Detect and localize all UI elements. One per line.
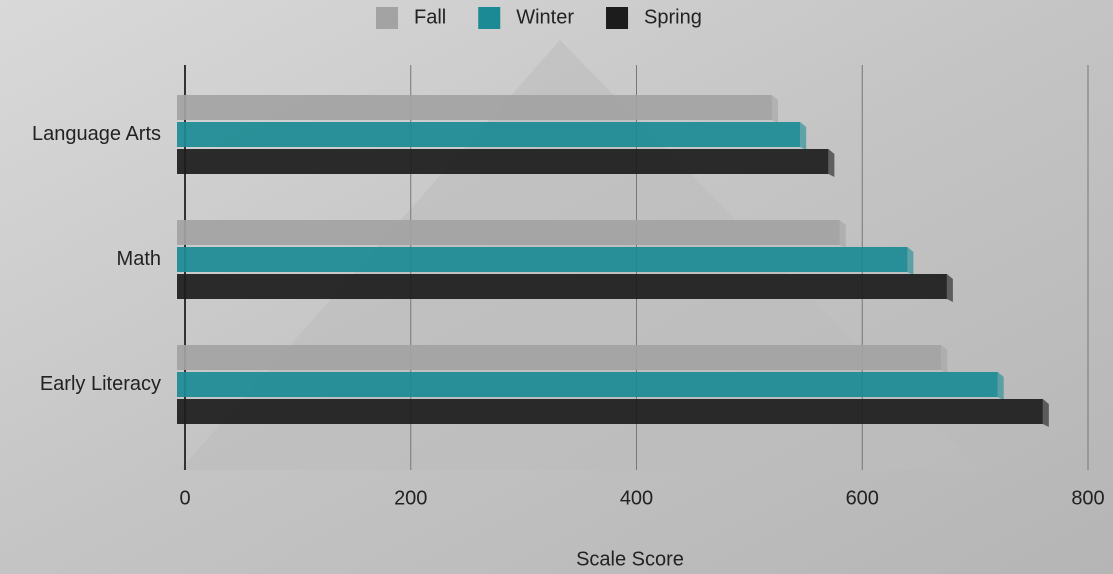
bar <box>177 372 998 397</box>
bar <box>177 95 772 120</box>
bar-side <box>771 95 778 123</box>
y-tick-label: Math <box>117 248 161 270</box>
bar-side <box>997 372 1004 400</box>
legend-label: Winter <box>516 6 574 28</box>
x-tick-label: 200 <box>394 487 427 509</box>
bar <box>177 274 947 299</box>
bar <box>177 247 908 272</box>
y-tick-label: Early Literacy <box>40 373 161 395</box>
bar-side <box>839 220 846 248</box>
x-tick-label: 800 <box>1071 487 1104 509</box>
bar-side <box>828 149 835 177</box>
bar <box>177 345 942 370</box>
bar <box>177 220 840 245</box>
bar-side <box>800 122 807 150</box>
bar-side <box>1042 399 1049 427</box>
bar-side <box>946 274 953 302</box>
legend-swatch <box>376 7 398 29</box>
bar-side <box>941 345 948 373</box>
legend-label: Spring <box>644 6 702 28</box>
bar <box>177 399 1043 424</box>
x-tick-label: 0 <box>179 487 190 509</box>
x-axis-label: Scale Score <box>576 548 684 570</box>
legend-label: Fall <box>414 6 446 28</box>
legend-swatch <box>606 7 629 29</box>
bar <box>177 149 829 174</box>
bar-side <box>907 247 914 275</box>
legend-swatch <box>478 7 501 29</box>
x-tick-label: 600 <box>846 487 879 509</box>
y-tick-label: Language Arts <box>32 123 161 145</box>
x-tick-label: 400 <box>620 487 653 509</box>
bar <box>177 122 801 147</box>
